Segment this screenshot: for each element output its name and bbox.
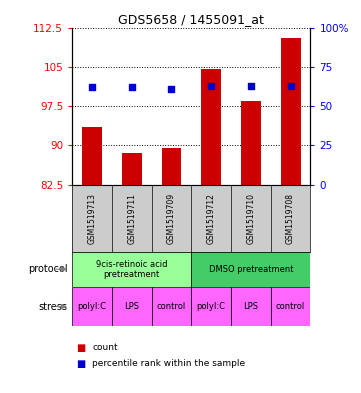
Point — [248, 83, 254, 89]
Bar — [112, 287, 152, 326]
Text: stress: stress — [38, 301, 68, 312]
Bar — [72, 252, 191, 287]
Bar — [152, 287, 191, 326]
Point — [89, 84, 95, 90]
Text: GSM1519713: GSM1519713 — [88, 193, 96, 244]
Bar — [122, 153, 142, 185]
Bar — [271, 287, 310, 326]
Bar — [191, 252, 310, 287]
Title: GDS5658 / 1455091_at: GDS5658 / 1455091_at — [118, 13, 264, 26]
Text: ■: ■ — [76, 343, 85, 353]
Bar — [162, 148, 182, 185]
Text: ■: ■ — [76, 358, 85, 369]
Text: LPS: LPS — [124, 302, 139, 311]
Bar — [281, 38, 301, 185]
Text: polyI:C: polyI:C — [197, 302, 226, 311]
Text: LPS: LPS — [243, 302, 258, 311]
Bar — [201, 70, 221, 185]
Bar — [241, 101, 261, 185]
Text: control: control — [276, 302, 305, 311]
Point — [169, 86, 174, 92]
Bar — [191, 287, 231, 326]
Point — [129, 84, 135, 90]
Text: protocol: protocol — [28, 264, 68, 274]
Text: GSM1519712: GSM1519712 — [207, 193, 216, 244]
Text: DMSO pretreatment: DMSO pretreatment — [209, 265, 293, 274]
Text: count: count — [92, 343, 118, 352]
Point — [208, 83, 214, 89]
Bar — [231, 287, 271, 326]
Text: control: control — [157, 302, 186, 311]
Bar — [72, 287, 112, 326]
Text: 9cis-retinoic acid
pretreatment: 9cis-retinoic acid pretreatment — [96, 259, 168, 279]
Text: polyI:C: polyI:C — [78, 302, 106, 311]
Point — [288, 83, 293, 89]
Text: percentile rank within the sample: percentile rank within the sample — [92, 359, 245, 368]
Text: GSM1519710: GSM1519710 — [247, 193, 255, 244]
Text: GSM1519711: GSM1519711 — [127, 193, 136, 244]
Bar — [82, 127, 102, 185]
Text: GSM1519708: GSM1519708 — [286, 193, 295, 244]
Text: GSM1519709: GSM1519709 — [167, 193, 176, 244]
